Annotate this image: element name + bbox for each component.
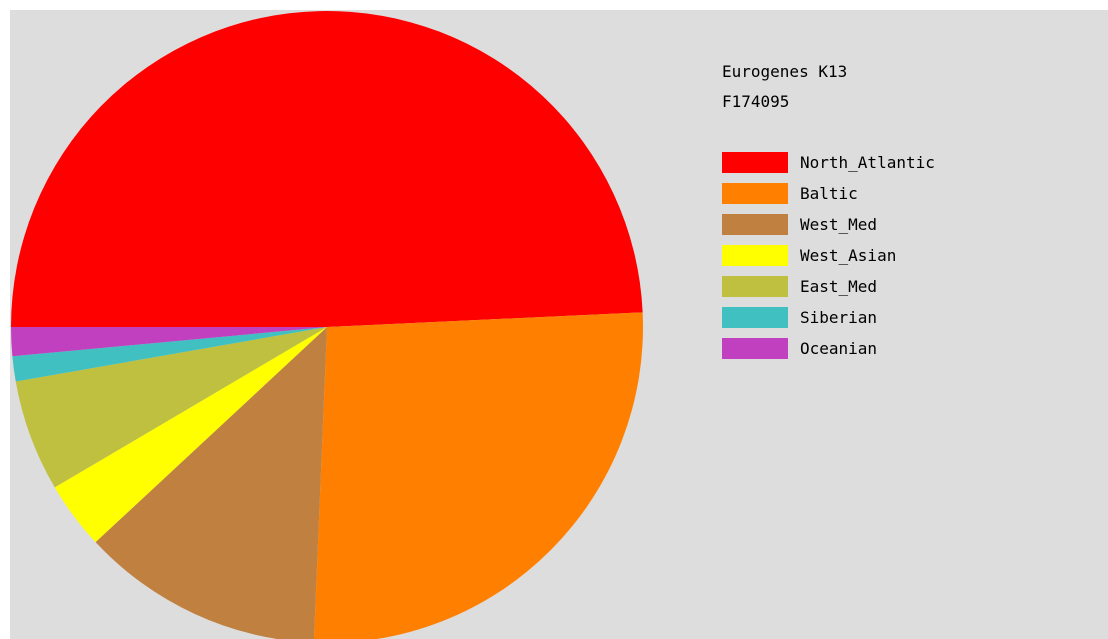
pie-slice-west-asian <box>54 327 327 543</box>
legend-label: East_Med <box>800 277 878 296</box>
pie-slice-baltic <box>313 312 643 639</box>
legend-label: Siberian <box>800 308 878 327</box>
chart-subtitle: F174095 <box>722 92 790 111</box>
legend-swatch <box>722 152 788 173</box>
chart-title: Eurogenes K13 <box>722 62 848 81</box>
chart-panel: Eurogenes K13 F174095 North_Atlantic Balt… <box>10 10 1108 639</box>
pie-slice-oceanian <box>11 327 327 357</box>
legend-label: Baltic <box>800 184 858 203</box>
legend-swatch <box>722 245 788 266</box>
legend-swatch <box>722 338 788 359</box>
legend-swatch <box>722 307 788 328</box>
legend-label: Oceanian <box>800 339 878 358</box>
legend-label: North_Atlantic <box>800 153 935 172</box>
pie-slice-siberian <box>12 327 328 382</box>
legend-swatch <box>722 214 788 235</box>
pie-slice-north-atlantic <box>11 10 643 328</box>
pie-chart <box>11 10 643 639</box>
legend-label: West_Med <box>800 215 878 234</box>
legend-swatch <box>722 276 788 297</box>
legend-label: West_Asian <box>800 246 897 265</box>
pie-slice-east-med <box>15 327 328 488</box>
legend-swatch <box>722 183 788 204</box>
pie-slice-west-med <box>95 327 327 639</box>
